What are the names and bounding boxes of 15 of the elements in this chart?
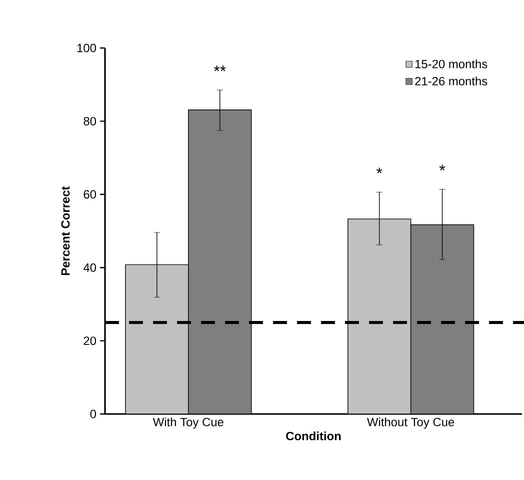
y-tick-label: 40 [83,263,96,272]
y-tick-label: 20 [84,336,96,346]
legend-label: 15-20 months [415,60,488,68]
annotation: * [439,164,446,170]
y-axis-title: Percent Correct [61,186,70,276]
annotation: * [376,168,382,174]
legend-label: 21-26 months [415,76,488,86]
x-axis-title: Condition [286,432,341,440]
annotation: ** [214,66,226,72]
x-tick-label: With Toy Cue [152,418,224,429]
x-tick-label: Without Toy Cue [367,418,454,429]
y-tick-label: 60 [84,190,96,199]
y-tick-label: 100 [77,44,96,52]
y-tick-label: 80 [84,116,96,126]
y-tick-label: 0 [90,410,96,418]
